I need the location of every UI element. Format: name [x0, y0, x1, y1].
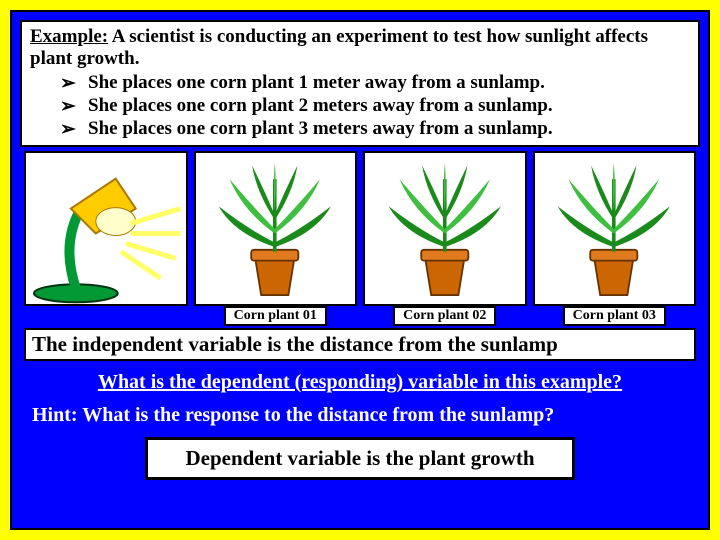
plant-icon	[203, 161, 347, 297]
example-label: Example:	[30, 26, 108, 47]
images-row	[20, 151, 700, 306]
slide: Example: A scientist is conducting an ex…	[10, 10, 710, 530]
label-cell	[24, 306, 188, 326]
bullet-text: She places one corn plant 2 meters away …	[88, 95, 553, 117]
lamp-icon	[26, 153, 186, 304]
label-cell: Corn plant 01	[194, 306, 358, 326]
bullet-text: She places one corn plant 3 meters away …	[88, 118, 553, 140]
plant-cell	[194, 151, 358, 306]
bullet-text: She places one corn plant 1 meter away f…	[88, 72, 545, 94]
question-line-2: Hint: What is the response to the distan…	[24, 404, 696, 427]
example-box: Example: A scientist is conducting an ex…	[20, 20, 700, 147]
plant-icon	[373, 161, 517, 297]
bullet-icon: ➢	[60, 72, 88, 95]
plant-icon	[542, 161, 686, 297]
bullet-item: ➢She places one corn plant 3 meters away…	[60, 118, 690, 141]
example-text: A scientist is conducting an experiment …	[30, 26, 648, 69]
plant-label: Corn plant 01	[224, 306, 327, 326]
lamp-cell	[24, 151, 188, 306]
dependent-answer: Dependent variable is the plant growth	[145, 437, 575, 480]
label-row: Corn plant 01 Corn plant 02 Corn plant 0…	[20, 306, 700, 326]
plant-cell	[363, 151, 527, 306]
plant-label: Corn plant 02	[393, 306, 496, 326]
plant-label: Corn plant 03	[563, 306, 666, 326]
bullet-icon: ➢	[60, 118, 88, 141]
question-line-1: What is the dependent (responding) varia…	[24, 371, 696, 394]
label-cell: Corn plant 02	[363, 306, 527, 326]
bullet-list: ➢She places one corn plant 1 meter away …	[30, 72, 690, 141]
independent-answer: The independent variable is the distance…	[24, 328, 696, 361]
bullet-item: ➢She places one corn plant 1 meter away …	[60, 72, 690, 95]
bullet-item: ➢She places one corn plant 2 meters away…	[60, 95, 690, 118]
label-cell: Corn plant 03	[533, 306, 697, 326]
bullet-icon: ➢	[60, 95, 88, 118]
plant-cell	[533, 151, 697, 306]
